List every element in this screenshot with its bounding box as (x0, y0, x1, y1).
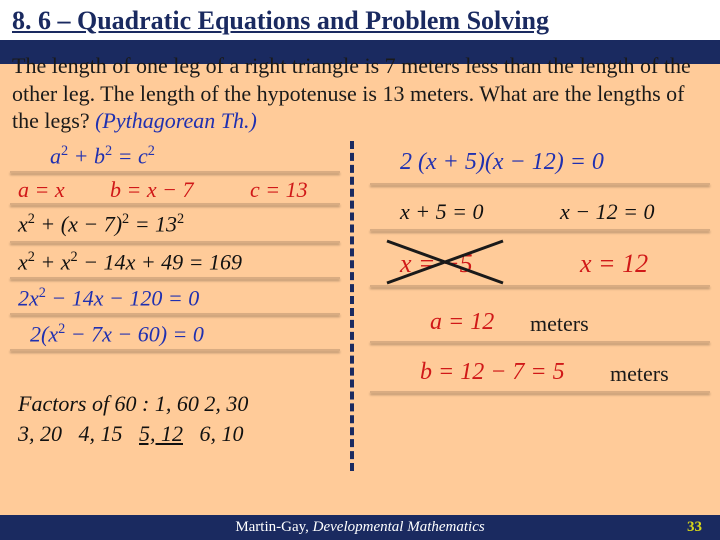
eq-sub: x2 + (x − 7)2 = 132 (18, 211, 184, 237)
eq-b-5: b = 12 − 7 = 5 (420, 359, 565, 386)
factors-line2: 3, 20 4, 15 5, 12 6, 10 (18, 421, 244, 447)
eq-c: c = 13 (250, 177, 308, 203)
shadow-line-r4 (370, 341, 710, 343)
shadow-line-6 (10, 349, 340, 351)
pythagorean-label: (Pythagorean Th.) (95, 108, 257, 133)
problem-statement: The length of one leg of a right triangl… (0, 50, 720, 141)
eq-simplify: 2x2 − 14x − 120 = 0 (18, 285, 199, 311)
footer-author: Martin-Gay, (235, 519, 312, 535)
shadow-line-5 (10, 313, 340, 315)
slide-title: 8. 6 – Quadratic Equations and Problem S… (0, 0, 720, 44)
shadow-line-2 (10, 203, 340, 205)
vertical-divider (350, 141, 354, 471)
eq-pythag: a2 + b2 = c2 (50, 143, 155, 169)
footer-title: Developmental Mathematics (313, 519, 485, 535)
eq-factor2: 2(x2 − 7x − 60) = 0 (30, 321, 204, 347)
shadow-line-r3 (370, 285, 710, 287)
page-number: 33 (687, 519, 702, 536)
shadow-line-4 (10, 277, 340, 279)
factors-line1: Factors of 60 : 1, 60 2, 30 (18, 391, 248, 417)
eq-expand: x2 + x2 − 14x + 49 = 169 (18, 249, 242, 275)
eq-root2: x − 12 = 0 (560, 199, 654, 225)
shadow-line-r5 (370, 391, 710, 393)
eq-a-12: a = 12 (430, 309, 494, 336)
footer-bar: Martin-Gay, Developmental Mathematics 33 (0, 515, 720, 540)
eq-x-neg5: x = −5 (400, 249, 473, 279)
meters-a: meters (530, 311, 589, 337)
shadow-line-1 (10, 171, 340, 173)
eq-root1: x + 5 = 0 (400, 199, 483, 225)
eq-a: a = x (18, 177, 65, 203)
meters-b: meters (610, 361, 669, 387)
eq-factored: 2 (x + 5)(x − 12) = 0 (400, 149, 604, 176)
shadow-line-r1 (370, 183, 710, 185)
eq-b: b = x − 7 (110, 177, 193, 203)
shadow-line-3 (10, 241, 340, 243)
eq-x-12: x = 12 (580, 249, 648, 279)
work-area: a2 + b2 = c2 a = x b = x − 7 c = 13 x2 +… (0, 141, 720, 501)
shadow-line-r2 (370, 229, 710, 231)
